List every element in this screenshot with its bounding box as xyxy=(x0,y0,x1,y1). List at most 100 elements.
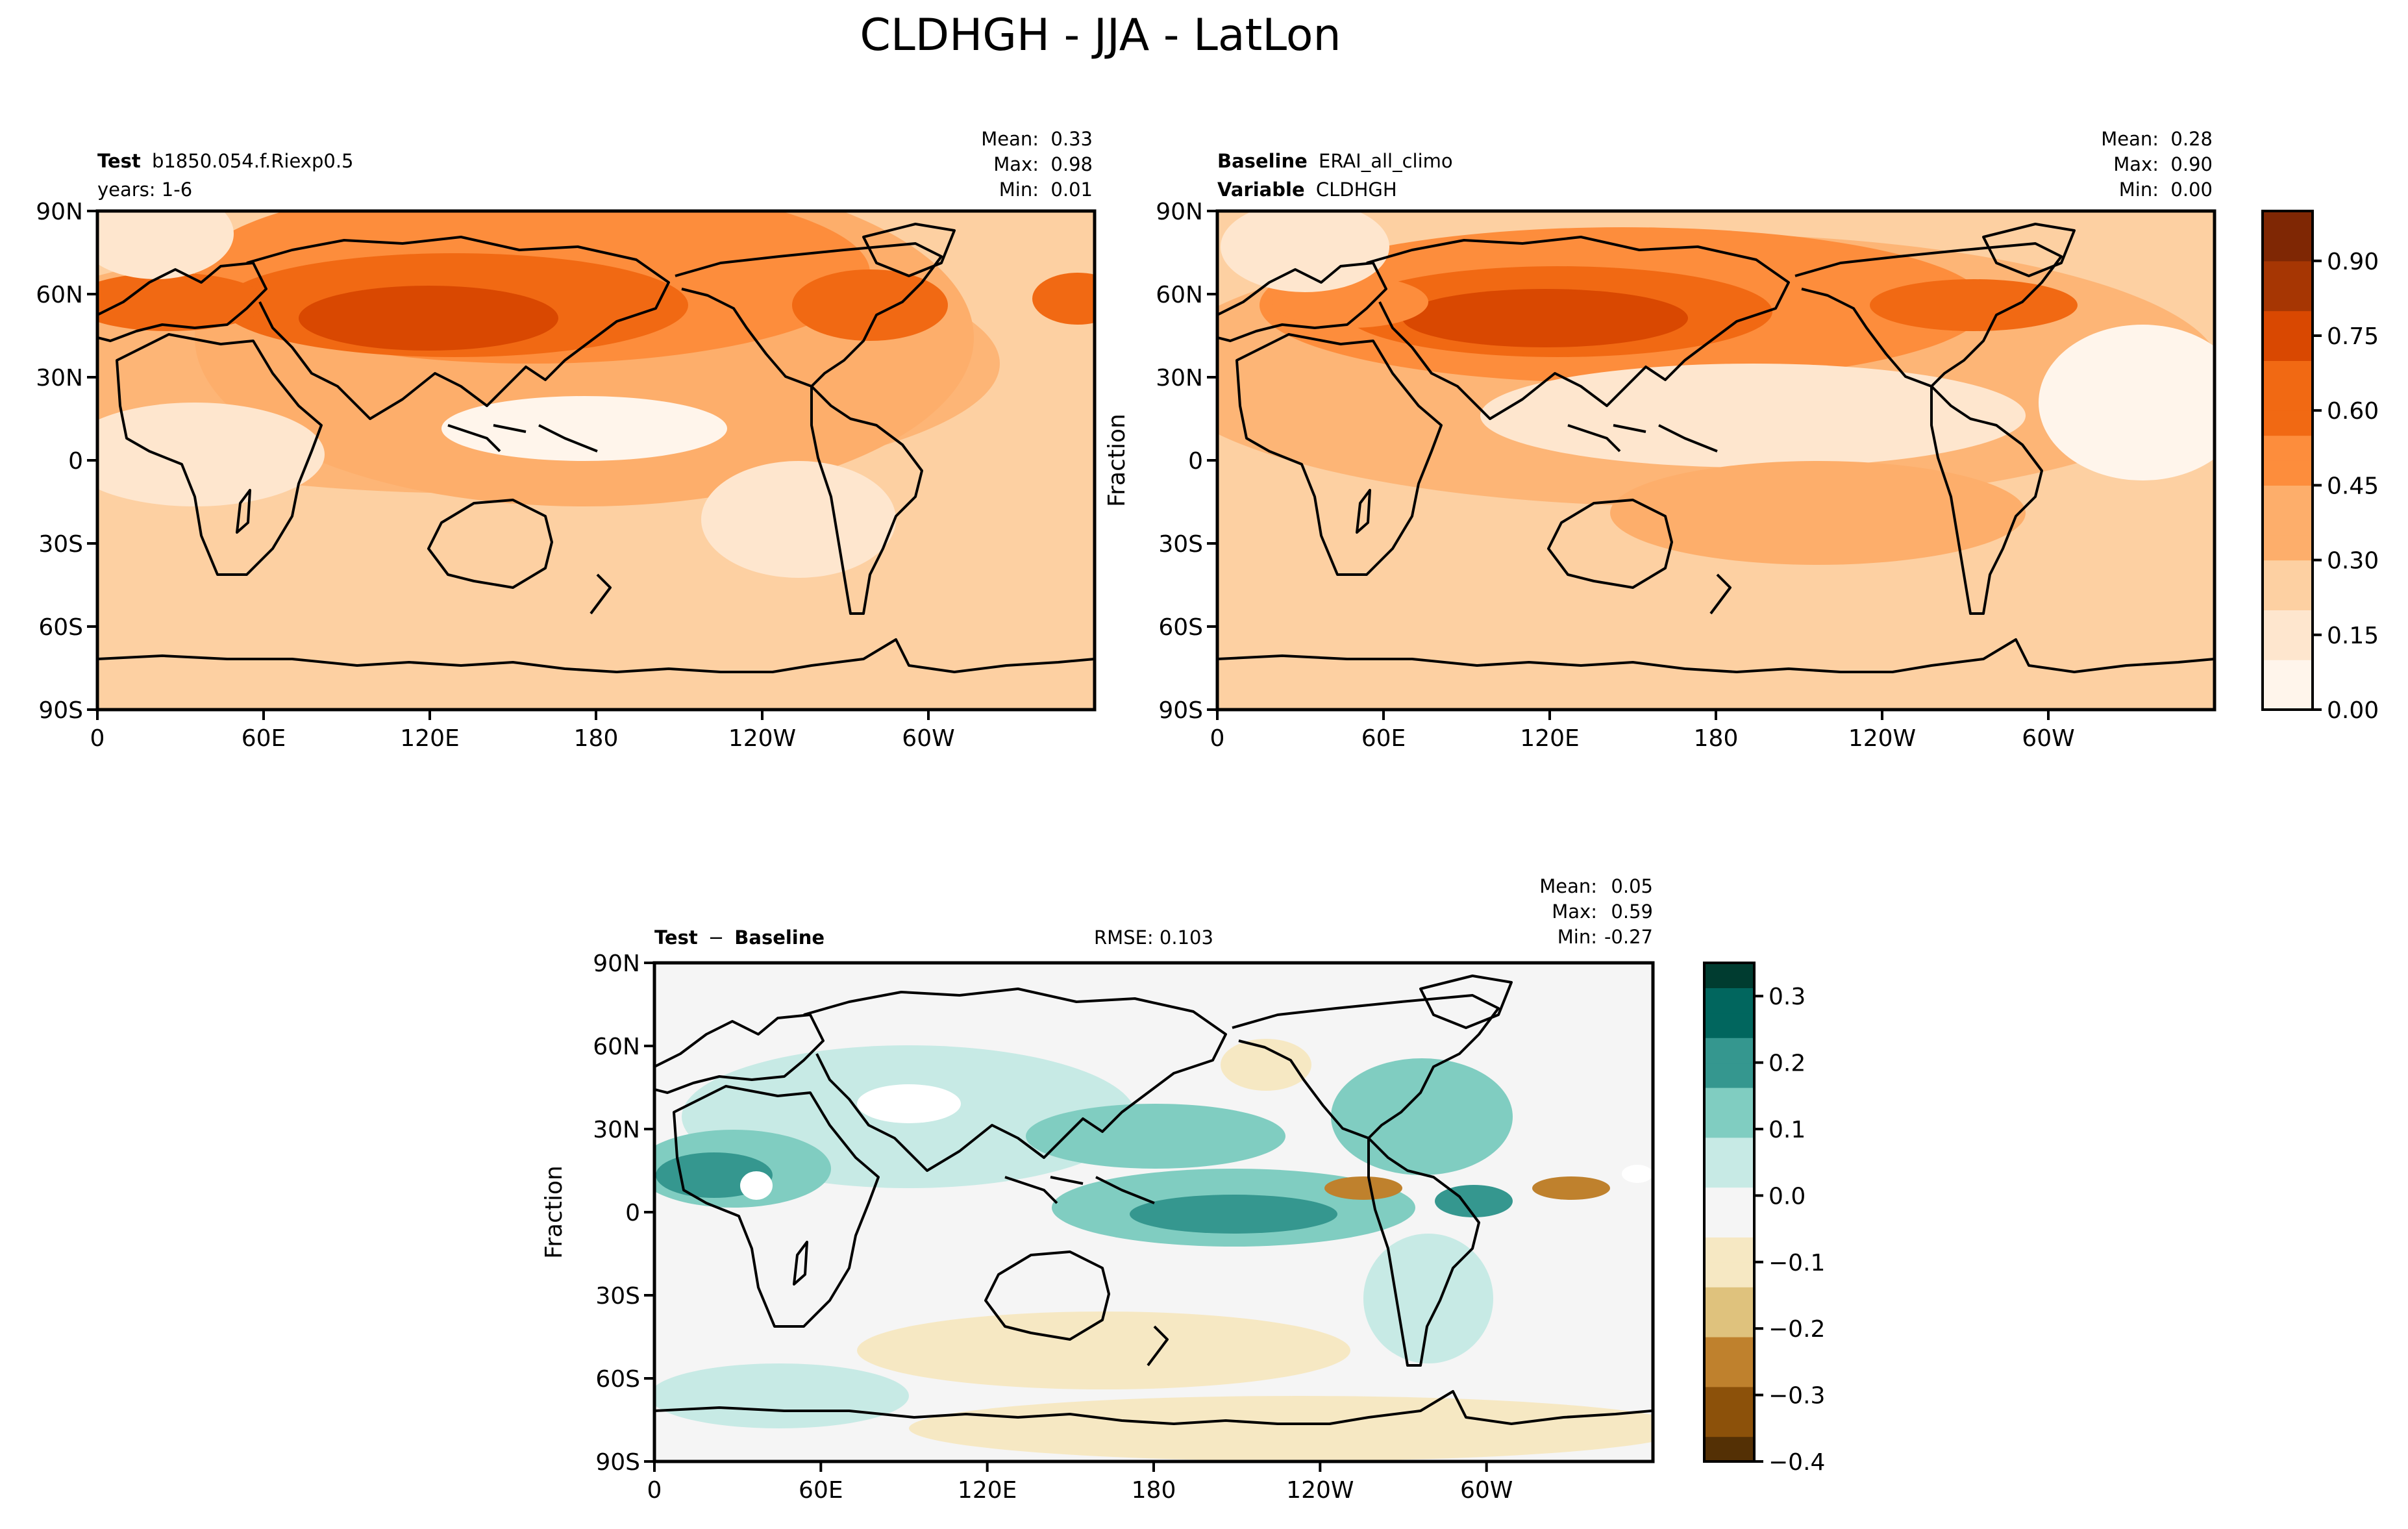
baseline-lon-tick-label: 180 xyxy=(1694,725,1739,752)
diff-label-b: Baseline xyxy=(734,926,825,949)
diff-map xyxy=(654,963,1653,1461)
diff-lon-tick-label: 180 xyxy=(1132,1477,1176,1504)
baseline-lon-tick-label: 60E xyxy=(1361,725,1406,752)
diverging-colorbar-tick-label: −0.1 xyxy=(1769,1250,1825,1276)
diverging-colorbar-segment xyxy=(1704,963,1754,988)
diff-ylabel: Fraction xyxy=(541,1165,567,1259)
baseline-lat-tick-label: 90N xyxy=(1156,199,1203,225)
diff-lat-tick-label: 0 xyxy=(625,1200,640,1226)
diff-lon-tick-label: 120E xyxy=(958,1477,1017,1504)
diverging-colorbar-segment xyxy=(1704,1088,1754,1113)
diverging-colorbar-segment xyxy=(1704,1212,1754,1237)
test-lat-tick-label: 90N xyxy=(36,199,83,225)
sequential-colorbar-segment xyxy=(2263,460,2313,486)
diff-lon-tick-label: 120W xyxy=(1286,1477,1354,1504)
baseline-label-value: ERAI_all_climo xyxy=(1319,150,1453,172)
diverging-colorbar-tick-label: 0.2 xyxy=(1769,1050,1806,1077)
test-stat-max-label: Max: xyxy=(993,153,1039,175)
baseline-stat-min: 0.00 xyxy=(2170,179,2213,201)
sequential-colorbar-tick-label: 0.75 xyxy=(2327,323,2379,350)
test-label-bold: Test xyxy=(97,150,141,172)
baseline-variable-bold: Variable xyxy=(1217,179,1305,201)
diverging-colorbar-segment xyxy=(1704,1337,1754,1362)
sequential-colorbar-segment xyxy=(2263,435,2313,461)
diverging-colorbar: 0.3 0.2 0.1 0.0 −0.1 −0.2 −0.3 −0.4 xyxy=(1703,962,1825,1476)
baseline-variable-value: CLDHGH xyxy=(1316,179,1397,201)
test-stat-mean-label: Mean: xyxy=(981,128,1039,150)
test-lon-tick-label: 60W xyxy=(902,725,954,752)
diff-label-a: Test xyxy=(654,926,698,949)
test-stat-max: 0.98 xyxy=(1050,153,1093,175)
diff-label: Test − Baseline xyxy=(654,926,825,949)
diverging-colorbar-segment xyxy=(1704,1411,1754,1437)
sequential-colorbar-segment xyxy=(2263,336,2313,361)
baseline-lon-tick-label: 120W xyxy=(1848,725,1916,752)
test-lon-tick-label: 180 xyxy=(574,725,619,752)
sequential-colorbar-segment xyxy=(2263,485,2313,511)
diff-axis-ticks: 90N 60N 30N 0 30S 60S 90S 0 60E 120E 180 120W 60W xyxy=(593,951,1513,1504)
test-lon-tick-label: 60E xyxy=(242,725,286,752)
sequential-colorbar-segment xyxy=(2263,660,2313,686)
test-lon-tick-label: 0 xyxy=(90,725,105,752)
baseline-stat-mean: 0.28 xyxy=(2170,128,2213,150)
baseline-stat-mean-label: Mean: xyxy=(2101,128,2159,150)
diverging-colorbar-segment xyxy=(1704,1436,1754,1462)
figure-title: CLDHGH - JJA - LatLon xyxy=(860,10,1341,61)
diverging-colorbar-segment xyxy=(1704,1287,1754,1313)
diverging-colorbar-segment xyxy=(1704,1237,1754,1263)
diverging-colorbar-tick-label: −0.2 xyxy=(1769,1316,1825,1343)
test-map xyxy=(97,211,1095,710)
sequential-colorbar-segment xyxy=(2263,634,2313,660)
sequential-colorbar-tick-label: 0.60 xyxy=(2327,398,2379,425)
diverging-colorbar-segment xyxy=(1704,1112,1754,1138)
diverging-colorbar-tick-label: 0.0 xyxy=(1769,1183,1806,1210)
baseline-variable: Variable CLDHGH xyxy=(1217,179,1397,201)
test-years: years: 1-6 xyxy=(97,179,192,201)
sequential-colorbar-frame xyxy=(2261,210,2314,711)
sequential-colorbar-segment xyxy=(2263,236,2313,262)
diverging-colorbar-segment xyxy=(1704,1012,1754,1038)
diff-stat-min-label: Min: xyxy=(1558,926,1597,948)
diff-lat-tick-label: 60N xyxy=(593,1034,640,1060)
baseline-lat-tick-label: 60N xyxy=(1156,282,1203,308)
sequential-colorbar-segment xyxy=(2263,510,2313,536)
test-label: Test b1850.054.f.Riexp0.5 xyxy=(97,150,354,172)
diff-panel: Test − Baseline RMSE: 0.103 Mean: 0.05 M… xyxy=(541,875,1655,1463)
baseline-stat-max-label: Max: xyxy=(2113,153,2159,175)
test-lat-tick-label: 0 xyxy=(68,448,83,475)
diverging-colorbar-segment xyxy=(1704,1162,1754,1188)
sequential-colorbar-segment xyxy=(2263,385,2313,411)
baseline-lat-tick-label: 0 xyxy=(1188,448,1203,475)
baseline-map xyxy=(1217,211,2215,710)
baseline-lon-tick-label: 120E xyxy=(1520,725,1579,752)
diverging-colorbar-tick-label: −0.4 xyxy=(1769,1449,1825,1476)
sequential-colorbar-segment xyxy=(2263,211,2313,236)
diverging-colorbar-segment xyxy=(1704,1361,1754,1387)
diverging-colorbar-segment xyxy=(1704,1262,1754,1287)
test-axis-ticks: 90N 60N 30N 0 30S 60S 90S 0 60E 120E 180 120W 60W xyxy=(36,199,954,752)
sequential-colorbar-segment xyxy=(2263,310,2313,336)
diverging-colorbar-segment xyxy=(1704,1386,1754,1412)
baseline-stat-min-label: Min: xyxy=(2119,179,2159,201)
baseline-lon-tick-label: 60W xyxy=(2022,725,2074,752)
baseline-lat-tick-label: 30N xyxy=(1156,365,1203,392)
sequential-colorbar-segment xyxy=(2263,410,2313,436)
diverging-colorbar-segment xyxy=(1704,1311,1754,1337)
diff-stat-min: -0.27 xyxy=(1604,926,1653,948)
baseline-lat-tick-label: 90S xyxy=(1158,697,1203,724)
baseline-axis-ticks: 90N 60N 30N 0 30S 60S 90S 0 60E 120E 180 120W 60W xyxy=(1156,199,2074,752)
diverging-colorbar-segment xyxy=(1704,1187,1754,1213)
baseline-panel: Baseline ERAI_all_climo Variable CLDHGH … xyxy=(1104,128,2216,712)
diff-lat-tick-label: 30S xyxy=(595,1283,640,1310)
sequential-colorbar-segment xyxy=(2263,535,2313,561)
diverging-colorbar-segment xyxy=(1704,1062,1754,1088)
sequential-colorbar-segment xyxy=(2263,286,2313,312)
test-label-value: b1850.054.f.Riexp0.5 xyxy=(152,150,354,172)
test-lat-tick-label: 30S xyxy=(38,531,83,558)
test-panel: Test b1850.054.f.Riexp0.5 years: 1-6 Mea… xyxy=(95,128,1097,712)
test-lat-tick-label: 60N xyxy=(36,282,83,308)
baseline-label: Baseline ERAI_all_climo xyxy=(1217,150,1453,172)
diff-lat-tick-label: 90N xyxy=(593,951,640,977)
diff-lon-tick-label: 0 xyxy=(647,1477,662,1504)
